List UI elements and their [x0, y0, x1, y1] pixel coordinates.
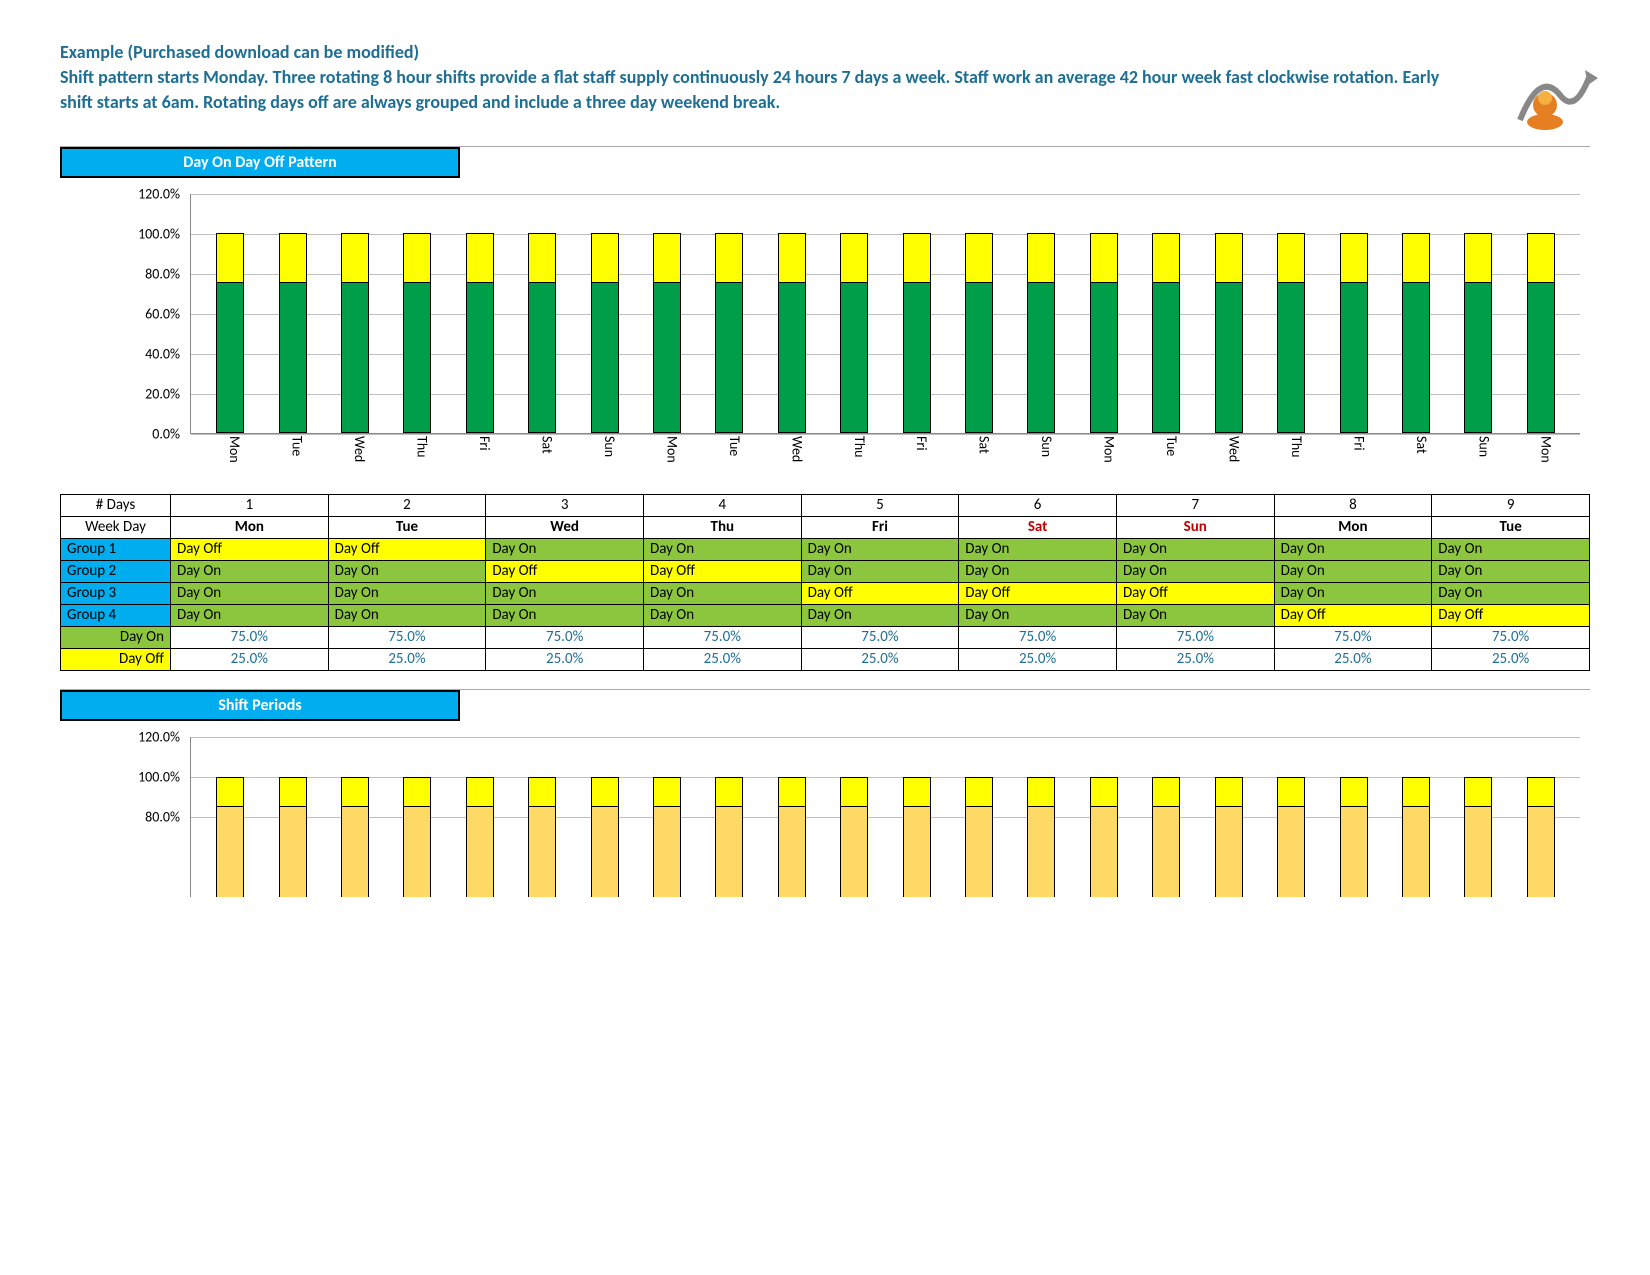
- chart1: 0.0% 20.0% 40.0% 60.0% 80.0% 100.0% 120.0% Mon…: [120, 184, 1580, 494]
- chart1-bar: [403, 233, 431, 433]
- chart2-bar: [1277, 777, 1305, 897]
- chart1-xtick: Sun: [590, 436, 618, 463]
- chart1-ytick: 40.0%: [120, 345, 180, 362]
- chart1-xtick: Wed: [777, 436, 805, 463]
- group-row: Group 4Day OnDay OnDay OnDay OnDay OnDay…: [61, 604, 1590, 626]
- chart1-bar: [840, 233, 868, 433]
- header-line2: Shift pattern starts Monday. Three rotat…: [60, 65, 1440, 115]
- chart2-ytick: 80.0%: [120, 808, 180, 825]
- group-row: Group 2Day OnDay OnDay OffDay OffDay OnD…: [61, 560, 1590, 582]
- chart2-bar: [715, 777, 743, 897]
- chart2-bar: [965, 777, 993, 897]
- chart2-bar: [1464, 777, 1492, 897]
- row-weekdays: Week DayMonTueWedThuFriSatSunMonTue: [61, 516, 1590, 538]
- schedule-table: # Days123456789Week DayMonTueWedThuFriSa…: [60, 494, 1590, 671]
- chart1-xtick: Sat: [965, 436, 993, 463]
- chart2-bar: [1527, 777, 1555, 897]
- chart1-ytick: 0.0%: [120, 425, 180, 442]
- header-line1: Example (Purchased download can be modif…: [60, 40, 1440, 65]
- chart1-xtick: Tue: [1152, 436, 1180, 463]
- group-row: Group 1Day OffDay OffDay OnDay OnDay OnD…: [61, 538, 1590, 560]
- chart1-xtick: Sat: [1402, 436, 1430, 463]
- header-description: Example (Purchased download can be modif…: [60, 40, 1440, 116]
- chart2-bar: [216, 777, 244, 897]
- chart2-bar: [279, 777, 307, 897]
- chart1-xtick: Fri: [465, 436, 493, 463]
- chart1-bar: [1527, 233, 1555, 433]
- chart1-bar: [715, 233, 743, 433]
- chart1-bar: [778, 233, 806, 433]
- chart2-title: Shift Periods: [60, 690, 460, 721]
- summary-row: Day On75.0%75.0%75.0%75.0%75.0%75.0%75.0…: [61, 626, 1590, 648]
- chart1-ytick: 120.0%: [120, 185, 180, 202]
- chart2-bar: [1215, 777, 1243, 897]
- chart1-bar: [1152, 233, 1180, 433]
- chart1-bar: [341, 233, 369, 433]
- chart1-xtick: Sat: [527, 436, 555, 463]
- group-row: Group 3Day OnDay OnDay OnDay OnDay OffDa…: [61, 582, 1590, 604]
- chart1-bar: [653, 233, 681, 433]
- chart1-ytick: 60.0%: [120, 305, 180, 322]
- chart1-title: Day On Day Off Pattern: [60, 147, 460, 178]
- chart1-bar: [591, 233, 619, 433]
- chart1-xtick: Thu: [840, 436, 868, 463]
- chart1-xtick: Mon: [215, 436, 243, 463]
- row-day-numbers: # Days123456789: [61, 494, 1590, 516]
- chart1-ytick: 20.0%: [120, 385, 180, 402]
- chart1-xtick: Tue: [278, 436, 306, 463]
- chart2-bar: [591, 777, 619, 897]
- summary-row: Day Off25.0%25.0%25.0%25.0%25.0%25.0%25.…: [61, 648, 1590, 670]
- chart1-bar: [965, 233, 993, 433]
- chart1-xtick: Thu: [1277, 436, 1305, 463]
- chart2: 120.0% 100.0% 80.0%: [120, 727, 1580, 897]
- chart2-bar: [1152, 777, 1180, 897]
- chart2-bar: [341, 777, 369, 897]
- chart1-bar: [903, 233, 931, 433]
- chart1-xtick: Fri: [1339, 436, 1367, 463]
- chart2-ytick: 120.0%: [120, 728, 180, 745]
- chart1-xtick: Tue: [715, 436, 743, 463]
- chart1-xtick: Mon: [1527, 436, 1555, 463]
- chart1-bar: [1402, 233, 1430, 433]
- chart1-xtick: Thu: [403, 436, 431, 463]
- chart2-section: Shift Periods: [60, 689, 1590, 721]
- chart1-xtick: Mon: [1090, 436, 1118, 463]
- chart2-bar: [653, 777, 681, 897]
- chart1-bar: [1340, 233, 1368, 433]
- chart1-bar: [528, 233, 556, 433]
- chart1-xtick: Wed: [1214, 436, 1242, 463]
- chart1-xtick: Sun: [1464, 436, 1492, 463]
- logo-icon: [1510, 60, 1600, 130]
- chart2-bar: [840, 777, 868, 897]
- chart2-bar: [1402, 777, 1430, 897]
- chart1-bar: [1277, 233, 1305, 433]
- chart1-bar: [1215, 233, 1243, 433]
- chart1-bar: [466, 233, 494, 433]
- chart2-bar: [1090, 777, 1118, 897]
- chart2-bar: [1027, 777, 1055, 897]
- chart2-bar: [903, 777, 931, 897]
- chart2-bar: [403, 777, 431, 897]
- chart1-ytick: 100.0%: [120, 225, 180, 242]
- chart1-bar: [1464, 233, 1492, 433]
- chart1-bar: [1027, 233, 1055, 433]
- chart1-bar: [1090, 233, 1118, 433]
- chart2-ytick: 100.0%: [120, 768, 180, 785]
- chart1-section: Day On Day Off Pattern: [60, 146, 1590, 178]
- chart1-bar: [216, 233, 244, 433]
- chart2-bar: [528, 777, 556, 897]
- chart2-bar: [778, 777, 806, 897]
- chart1-ytick: 80.0%: [120, 265, 180, 282]
- chart1-xtick: Mon: [652, 436, 680, 463]
- chart1-xtick: Sun: [1027, 436, 1055, 463]
- chart1-xtick: Wed: [340, 436, 368, 463]
- chart2-bar: [1340, 777, 1368, 897]
- chart1-bar: [279, 233, 307, 433]
- chart1-xtick: Fri: [902, 436, 930, 463]
- chart2-bar: [466, 777, 494, 897]
